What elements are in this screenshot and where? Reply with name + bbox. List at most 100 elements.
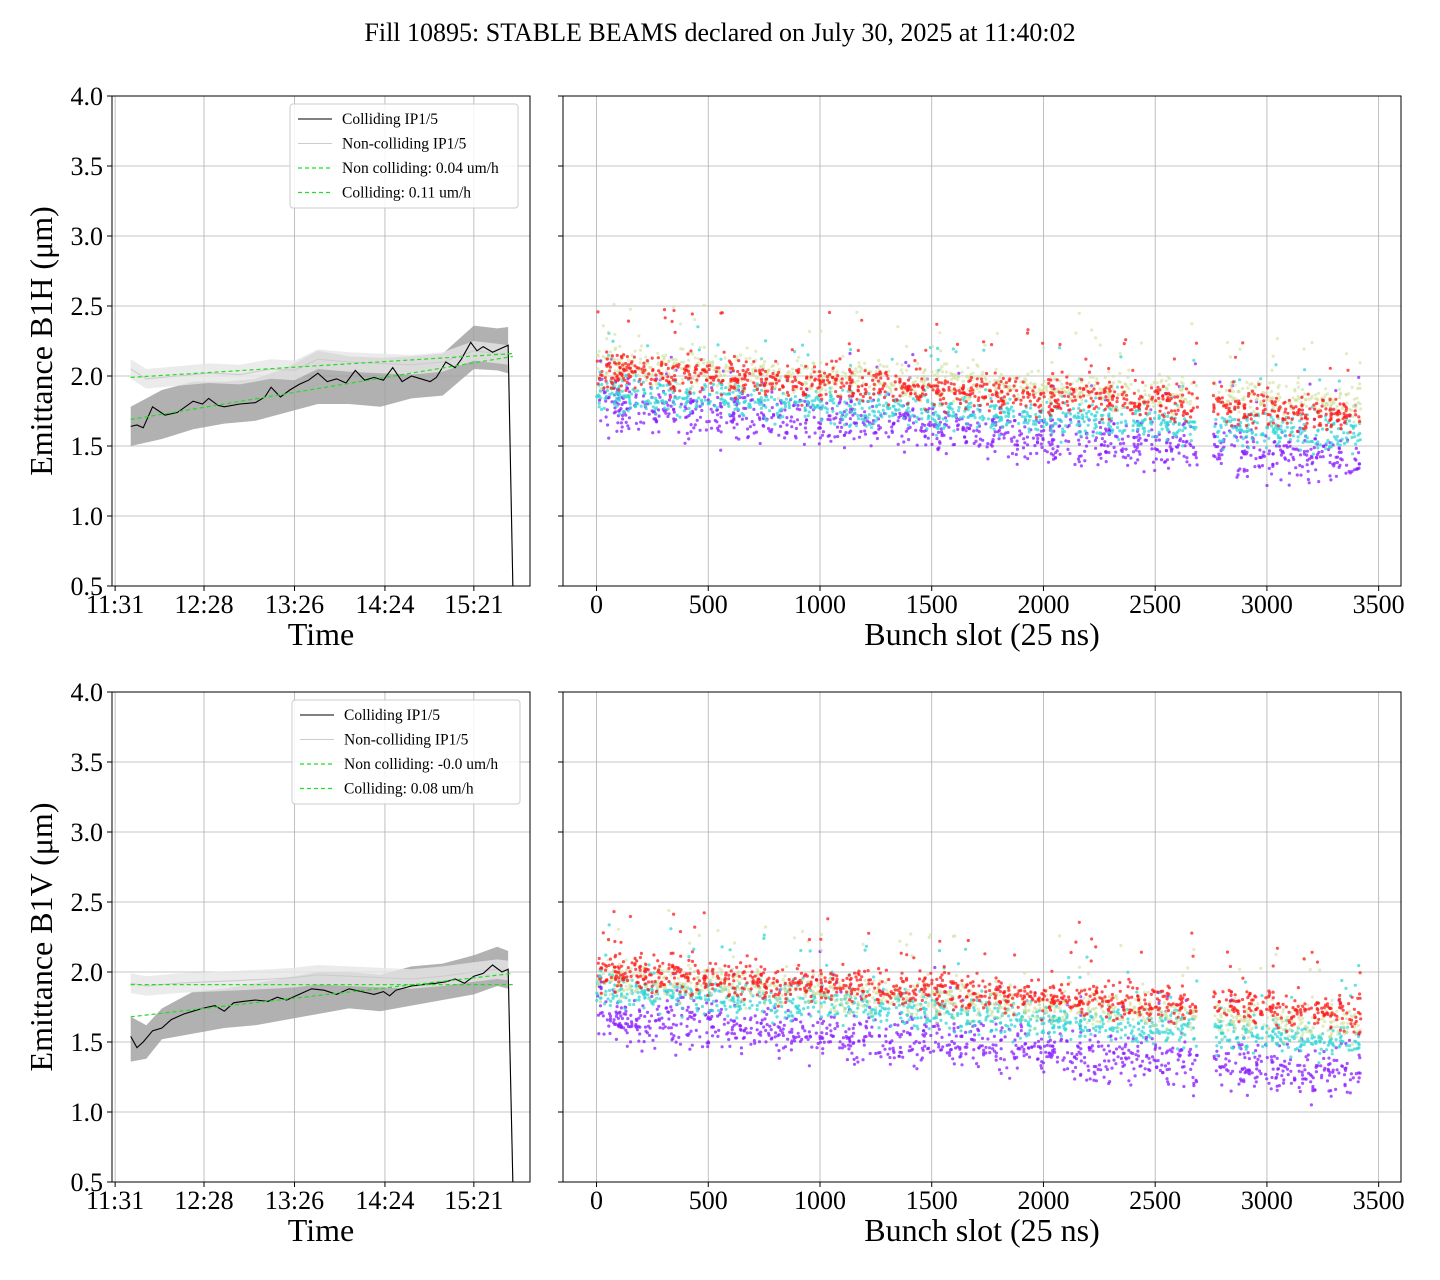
scatter-point bbox=[669, 386, 673, 390]
scatter-point bbox=[934, 420, 938, 424]
scatter-point bbox=[802, 442, 807, 446]
scatter-point bbox=[899, 404, 903, 408]
scatter-point bbox=[1312, 417, 1317, 421]
scatter-point bbox=[1000, 1026, 1004, 1030]
scatter-point bbox=[602, 391, 606, 395]
scatter-point bbox=[966, 366, 970, 370]
scatter-point bbox=[1251, 440, 1255, 444]
scatter-point bbox=[1131, 368, 1135, 372]
scatter-point bbox=[1089, 396, 1093, 400]
scatter-point bbox=[1116, 392, 1120, 396]
scatter-point bbox=[673, 389, 677, 393]
scatter-point bbox=[1025, 435, 1029, 439]
scatter-point bbox=[973, 416, 977, 420]
scatter-point bbox=[997, 433, 1002, 438]
scatter-point bbox=[1258, 465, 1262, 469]
scatter-point bbox=[922, 1034, 927, 1038]
scatter-point bbox=[643, 391, 647, 395]
scatter-point bbox=[1126, 434, 1130, 438]
scatter-point bbox=[939, 430, 944, 434]
scatter-point bbox=[906, 402, 910, 406]
scatter-point bbox=[860, 376, 865, 380]
scatter-point bbox=[776, 396, 780, 400]
scatter-point bbox=[1296, 385, 1300, 389]
scatter-point bbox=[821, 1051, 825, 1055]
scatter-point bbox=[1033, 444, 1037, 448]
scatter-point bbox=[1131, 424, 1135, 428]
scatter-point bbox=[1042, 395, 1046, 399]
scatter-point bbox=[875, 404, 879, 408]
scatter-point bbox=[695, 363, 699, 368]
scatter-point bbox=[1245, 418, 1249, 422]
scatter-point bbox=[1089, 364, 1093, 368]
scatter-point bbox=[892, 1056, 896, 1060]
scatter-point bbox=[1043, 417, 1047, 421]
scatter-point bbox=[743, 383, 748, 387]
scatter-point bbox=[864, 1024, 868, 1028]
scatter-point bbox=[1133, 412, 1137, 416]
scatter-point bbox=[793, 375, 797, 379]
scatter-point bbox=[654, 373, 658, 377]
scatter-point bbox=[1243, 403, 1247, 407]
scatter-point bbox=[1335, 460, 1339, 465]
scatter-point bbox=[857, 435, 862, 439]
scatter-point bbox=[1263, 407, 1267, 411]
scatter-point bbox=[1019, 1029, 1023, 1033]
scatter-point bbox=[624, 395, 629, 399]
scatter-point bbox=[715, 408, 719, 412]
scatter-point bbox=[612, 358, 617, 362]
x-tick-label: 12:28 bbox=[174, 1186, 233, 1215]
scatter-point bbox=[1041, 388, 1045, 392]
scatter-point bbox=[672, 419, 676, 423]
scatter-point bbox=[1214, 422, 1218, 426]
scatter-point bbox=[1015, 1066, 1019, 1070]
scatter-point bbox=[1304, 398, 1308, 402]
scatter-point bbox=[827, 1040, 831, 1044]
scatter-point bbox=[998, 376, 1002, 380]
scatter-point bbox=[620, 356, 624, 360]
panel-bottom-left: 11:31 12:28 13:26 14:24 15:210.51.01.52.02.5… bbox=[23, 678, 531, 1248]
scatter-point bbox=[724, 386, 728, 390]
scatter-point bbox=[755, 387, 759, 391]
scatter-point bbox=[1330, 441, 1334, 445]
scatter-point bbox=[965, 1045, 969, 1049]
scatter-point bbox=[911, 397, 916, 401]
scatter-point bbox=[1058, 379, 1062, 383]
scatter-point bbox=[871, 419, 876, 423]
scatter-point bbox=[874, 1051, 878, 1056]
scatter-point bbox=[795, 418, 800, 422]
scatter-point bbox=[931, 388, 935, 392]
scatter-point bbox=[1060, 382, 1064, 386]
scatter-point bbox=[1012, 394, 1016, 398]
scatter-point bbox=[947, 1033, 951, 1037]
scatter-point bbox=[1237, 399, 1241, 403]
scatter-point bbox=[719, 411, 723, 415]
scatter-point bbox=[1049, 399, 1053, 403]
scatter-point bbox=[1029, 381, 1033, 385]
scatter-point bbox=[626, 409, 630, 413]
scatter-point bbox=[1230, 443, 1234, 447]
scatter-point bbox=[1195, 405, 1199, 409]
scatter-point bbox=[969, 386, 973, 390]
scatter-point bbox=[984, 1045, 988, 1049]
scatter-point bbox=[612, 386, 616, 391]
scatter-point bbox=[915, 443, 919, 447]
scatter-point bbox=[831, 366, 835, 370]
scatter-point bbox=[1337, 447, 1341, 451]
scatter-point bbox=[1329, 414, 1333, 418]
scatter-point bbox=[705, 1041, 709, 1045]
scatter-point bbox=[716, 428, 721, 432]
scatter-point bbox=[1182, 454, 1186, 458]
scatter-point bbox=[692, 426, 696, 430]
scatter-point bbox=[1045, 1043, 1049, 1047]
scatter-point bbox=[1237, 410, 1241, 414]
scatter-point bbox=[848, 348, 853, 352]
scatter-point bbox=[993, 406, 997, 410]
scatter-point bbox=[831, 397, 835, 401]
scatter-point bbox=[792, 420, 796, 424]
scatter-point bbox=[803, 426, 808, 430]
scatter-point bbox=[758, 417, 762, 421]
scatter-point bbox=[655, 1007, 659, 1011]
scatter-point bbox=[789, 397, 793, 401]
scatter-point bbox=[984, 388, 988, 392]
